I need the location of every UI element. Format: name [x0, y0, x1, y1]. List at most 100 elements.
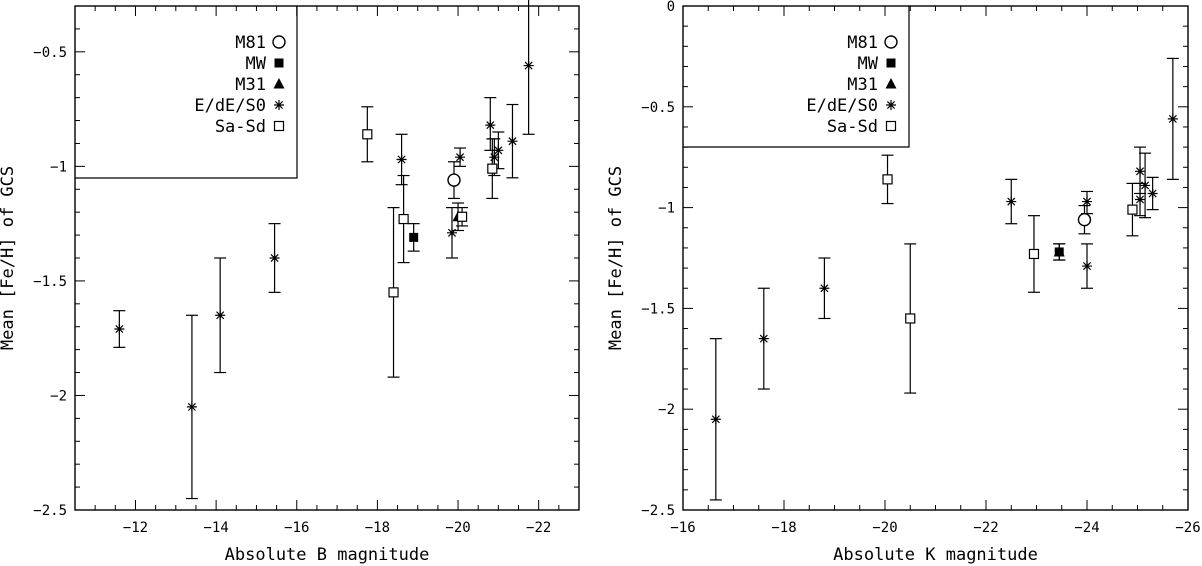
y-tick-label: −0.5 [641, 100, 675, 116]
y-tick-label: −2 [658, 402, 675, 418]
legend-entry-label: M81 [847, 33, 878, 53]
legend-entry-label: M81 [235, 33, 266, 53]
series-sa-sd [361, 106, 499, 378]
data-point [1006, 196, 1017, 207]
legend-marker-square-filled [274, 58, 284, 68]
x-axis-label: Absolute K magnitude [833, 545, 1038, 565]
data-point [447, 173, 461, 187]
data-point [362, 129, 373, 140]
data-point [456, 211, 468, 222]
x-tick-label: −22 [973, 520, 998, 536]
data-point [905, 313, 916, 324]
data-point [446, 227, 457, 238]
data-point [487, 163, 498, 174]
x-tick-label: −24 [1074, 520, 1099, 536]
y-axis-label: Mean [Fe/H] of GCS [0, 166, 18, 350]
x-tick-label: −16 [284, 520, 309, 536]
legend-entry-label: M31 [235, 75, 266, 95]
data-point [114, 324, 125, 335]
data-point [1127, 204, 1138, 215]
data-point [485, 120, 496, 131]
right-panel-k-magnitude: −16 −18 −20 −22 −24 −26 0 −0.5 −1 −1.5 −2 −2.5 Absol… [606, 0, 1201, 565]
y-tick-label: −1 [50, 159, 67, 175]
series-sa-sd [881, 154, 1139, 394]
data-point [1082, 261, 1092, 272]
data-point [215, 310, 226, 321]
data-point [758, 333, 769, 344]
x-tick-label: −18 [365, 520, 390, 536]
y-tick-label: −0.5 [33, 45, 67, 61]
data-point [1167, 113, 1178, 124]
x-tick-label: −22 [526, 520, 551, 536]
series-m81 [1077, 204, 1092, 235]
data-point [186, 401, 197, 412]
legend-marker-asterisk [886, 100, 896, 110]
data-point [1147, 188, 1158, 199]
series-e-de-s0 [113, 0, 535, 500]
x-tick-label: −26 [1175, 520, 1200, 536]
series-mw [407, 223, 420, 252]
data-point [455, 152, 466, 163]
y-tick-label: −2.5 [641, 503, 675, 519]
data-point [882, 174, 893, 185]
legend-marker-triangle-filled [273, 78, 285, 89]
x-tick-label: −20 [445, 520, 470, 536]
x-tick-label: −16 [670, 520, 695, 536]
legend-entry-label: E/dE/S0 [806, 96, 878, 116]
x-tick-label: −12 [123, 520, 148, 536]
legend-marker-circle-open [884, 35, 898, 49]
x-tick-label: −20 [872, 520, 897, 536]
y-tick-label: 0 [667, 0, 675, 15]
legend-marker-circle-open [272, 35, 286, 49]
y-tick-label: −2 [50, 388, 67, 404]
legend-marker-asterisk [274, 100, 284, 110]
data-point [523, 60, 534, 71]
data-point [819, 283, 830, 294]
x-tick-label: −14 [203, 520, 228, 536]
legend-entry-label: Sa-Sd [827, 117, 878, 137]
y-tick-label: −1.5 [641, 301, 675, 317]
data-point [398, 213, 409, 225]
data-point [507, 136, 518, 147]
x-tick-label: −18 [771, 520, 796, 536]
x-axis-label: Absolute B magnitude [225, 545, 430, 565]
legend-entry-label: MW [858, 54, 879, 74]
legend-marker-square-filled [886, 58, 896, 68]
data-point [489, 152, 500, 163]
legend-entry-label: E/dE/S0 [194, 96, 266, 116]
legend-entry-label: Sa-Sd [215, 117, 266, 137]
data-point [409, 232, 419, 242]
y-tick-label: −2.5 [33, 503, 67, 519]
legend-marker-square-open [273, 120, 285, 132]
legend-entry-label: MW [246, 54, 267, 74]
plot-frame [682, 5, 1189, 511]
y-tick-label: −1.5 [33, 274, 67, 290]
left-panel-b-magnitude: −12 −14 −16 −18 −20 −22 −0.5 −1 −1.5 −2 −2.5 Absolu… [0, 0, 580, 565]
legend-box [75, 6, 298, 179]
data-point [493, 145, 504, 156]
data-point [1082, 196, 1092, 207]
data-point [1077, 212, 1092, 227]
data-point [1053, 245, 1065, 257]
legend-box [683, 6, 910, 148]
data-point [1135, 166, 1146, 177]
legend-entry-label: M31 [847, 75, 878, 95]
data-point [388, 287, 399, 298]
legend-marker-triangle-filled [885, 78, 897, 89]
series-e-de-s0 [709, 57, 1179, 501]
data-point [396, 154, 407, 165]
legend-marker-square-open [885, 120, 897, 132]
y-axis-label: Mean [Fe/H] of GCS [606, 166, 626, 350]
data-point [269, 253, 280, 263]
data-point [1135, 194, 1146, 205]
data-point [710, 414, 721, 425]
series-m31 [1053, 243, 1066, 261]
data-point [1140, 180, 1151, 191]
plot-frame [74, 5, 580, 511]
data-point [1028, 248, 1040, 260]
series-m81 [447, 161, 461, 200]
y-tick-label: −1 [658, 201, 675, 217]
